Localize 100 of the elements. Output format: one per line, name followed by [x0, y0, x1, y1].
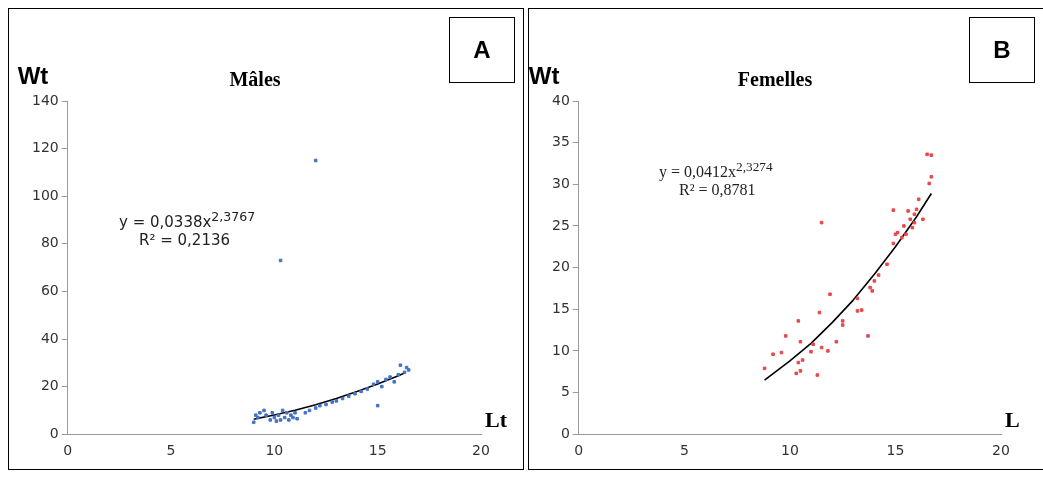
- point: [900, 235, 904, 240]
- point: [392, 380, 396, 384]
- point: [278, 418, 283, 422]
- y-tick-label: 100: [31, 186, 59, 203]
- point: [384, 377, 388, 382]
- annotation: R² = 0,8781: [679, 181, 756, 199]
- point: [313, 406, 318, 410]
- point: [855, 296, 860, 301]
- y-tick-label: 20: [551, 258, 570, 275]
- point: [891, 241, 896, 246]
- x-axis-title: Lt: [485, 406, 508, 432]
- point: [371, 382, 376, 386]
- point: [380, 384, 384, 389]
- y-tick-label: 25: [551, 216, 570, 233]
- point: [912, 220, 917, 225]
- text: A: [449, 17, 515, 83]
- y-tick-label: 120: [31, 139, 59, 156]
- point: [264, 413, 268, 417]
- point: [398, 363, 403, 367]
- point: [307, 408, 312, 413]
- point: [291, 415, 295, 420]
- point: [891, 208, 896, 212]
- point: [289, 413, 293, 417]
- y-tick-label: 20: [40, 377, 59, 394]
- y-tick-label: 15: [551, 299, 570, 316]
- point: [330, 400, 334, 404]
- point: [303, 411, 308, 415]
- point: [359, 389, 363, 394]
- point: [800, 358, 805, 362]
- point: [817, 310, 822, 315]
- point: [868, 285, 872, 290]
- y-tick-label: 5: [560, 383, 570, 400]
- point: [375, 380, 380, 384]
- point: [324, 402, 328, 407]
- point: [353, 391, 357, 396]
- y-tick-label: 35: [551, 133, 570, 150]
- point: [916, 197, 921, 202]
- point: [855, 309, 860, 313]
- y-axis-title: Wt: [528, 61, 560, 89]
- annotation: R² = 0,2136: [139, 231, 231, 249]
- x-axis-title: L: [1005, 406, 1020, 432]
- point: [334, 399, 339, 403]
- y-tick-label: 80: [40, 234, 59, 251]
- point: [402, 370, 407, 375]
- x-tick-label: 20: [472, 442, 490, 459]
- point: [318, 403, 322, 408]
- point: [908, 217, 912, 222]
- point: [876, 273, 881, 277]
- text: B: [969, 17, 1035, 83]
- point: [272, 415, 277, 420]
- y-tick-label: 60: [40, 282, 59, 299]
- y-axis-title: Wt: [17, 61, 49, 89]
- point: [826, 349, 830, 353]
- point: [388, 375, 392, 379]
- point: [771, 352, 775, 357]
- point: [870, 289, 875, 293]
- y-tick-label: 40: [551, 91, 570, 108]
- point: [404, 365, 409, 370]
- point: [256, 415, 260, 420]
- point: [406, 368, 411, 372]
- point: [375, 403, 380, 408]
- point: [859, 308, 864, 312]
- point: [258, 411, 262, 415]
- x-tick-label: 10: [265, 442, 284, 459]
- point: [282, 415, 287, 420]
- point: [276, 413, 281, 417]
- point: [929, 153, 934, 157]
- point: [885, 262, 889, 267]
- point: [794, 371, 799, 376]
- chart-title: Mâles: [229, 68, 281, 91]
- point: [253, 413, 258, 417]
- point: [834, 339, 839, 344]
- point: [280, 408, 285, 413]
- chart-title: Femelles: [737, 68, 813, 91]
- point: [914, 207, 919, 212]
- point: [815, 373, 820, 377]
- point: [828, 292, 832, 297]
- point: [811, 342, 815, 347]
- point: [762, 366, 767, 371]
- point: [819, 220, 824, 225]
- x-tick-label: 15: [368, 442, 387, 459]
- y-tick-label: 0: [560, 424, 570, 441]
- point: [365, 387, 370, 391]
- x-tick-label: 5: [679, 442, 689, 459]
- point: [798, 339, 803, 344]
- point: [902, 224, 906, 228]
- point: [796, 319, 801, 323]
- point: [313, 158, 318, 163]
- point: [809, 349, 813, 354]
- x-tick-label: 10: [780, 442, 799, 459]
- point: [262, 408, 266, 413]
- point: [866, 334, 870, 338]
- point: [268, 418, 272, 422]
- point: [295, 416, 299, 421]
- x-tick-label: 15: [886, 442, 905, 459]
- point: [396, 372, 401, 377]
- point: [904, 232, 908, 237]
- point: [910, 225, 915, 230]
- annotation: y = 0,0412x$^{2,3274}$: [659, 159, 773, 182]
- point: [925, 152, 929, 157]
